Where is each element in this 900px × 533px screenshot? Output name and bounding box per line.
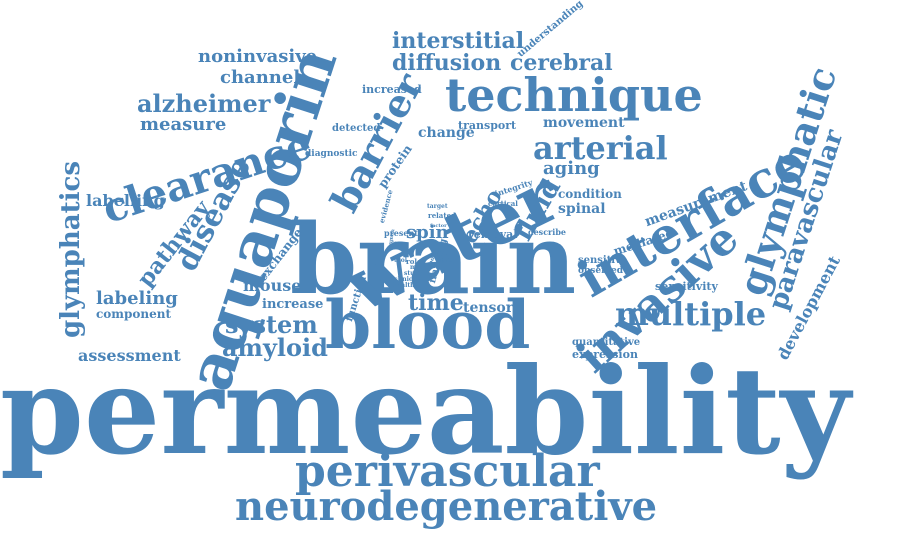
word-transport: transport xyxy=(458,119,517,132)
word-tensor: tensor xyxy=(463,300,514,316)
word-expression: expression xyxy=(572,348,638,361)
word-measure: measure xyxy=(140,114,227,135)
word-multiple: multiple xyxy=(615,295,767,333)
word-loss: loss xyxy=(392,240,403,246)
word-interstitial: interstitial xyxy=(392,28,525,54)
word-brain: brain xyxy=(290,203,577,316)
word-tool: tool xyxy=(394,257,408,264)
word-describe: describe xyxy=(528,227,566,237)
word-sensitive: sensitive xyxy=(578,255,628,266)
word-detected: detected xyxy=(332,123,381,134)
word-arterial: arterial xyxy=(533,129,668,167)
word-perivascular: perivascular xyxy=(295,446,600,497)
word-increase: increase xyxy=(262,297,324,312)
word-blood: blood xyxy=(325,286,531,364)
word-increased: increased xyxy=(362,83,422,96)
word-spin: spin xyxy=(406,222,449,243)
word-spinal: spinal xyxy=(558,201,606,217)
word-present: present xyxy=(384,228,419,238)
word-novel: novel xyxy=(436,257,454,264)
word-diffusion: diffusion xyxy=(392,50,502,76)
word-healthy: healthy xyxy=(393,282,418,289)
word-time: time xyxy=(408,290,464,316)
word-mouse: mouse xyxy=(243,276,302,295)
word-system: system xyxy=(225,310,318,339)
word-labelling: labelling xyxy=(86,191,165,210)
word-aging: aging xyxy=(543,158,600,179)
word-condition: condition xyxy=(558,187,622,201)
word-clinical: clinical xyxy=(394,276,419,283)
word-removal: removal xyxy=(468,228,518,241)
word-study: study xyxy=(404,270,423,277)
word-technique: technique xyxy=(445,68,703,122)
word-noninvasive: noninvasive xyxy=(198,46,318,67)
word-role: role xyxy=(406,257,422,266)
word-observed: observed xyxy=(578,266,624,276)
word-movement: movement xyxy=(543,115,625,131)
word-glymphatics: glymphatics xyxy=(56,161,86,338)
word-change: change xyxy=(418,125,475,141)
word-labeling: labeling xyxy=(96,288,178,309)
word-quantitative: quantitative xyxy=(572,337,641,348)
word-amyloid: amyloid xyxy=(222,333,328,362)
word-factor: factor xyxy=(430,223,447,229)
word-cortical: cortical xyxy=(488,199,518,208)
word-permeability: permeability xyxy=(0,341,851,482)
word-alzheimer: alzheimer xyxy=(137,89,271,118)
word-diagnostic: diagnostic xyxy=(305,149,358,159)
word-mrna: mrna xyxy=(410,264,428,271)
word-sensitivity: sensitivity xyxy=(655,280,718,293)
word-neurodegenerative: neurodegenerative xyxy=(235,483,658,530)
word-related: related xyxy=(428,211,456,220)
word-component: component xyxy=(96,307,172,321)
word-cerebral: cerebral xyxy=(510,50,613,76)
word-channel: channel xyxy=(220,67,301,88)
word-target: target xyxy=(427,203,448,210)
word-assessment: assessment xyxy=(78,346,181,365)
